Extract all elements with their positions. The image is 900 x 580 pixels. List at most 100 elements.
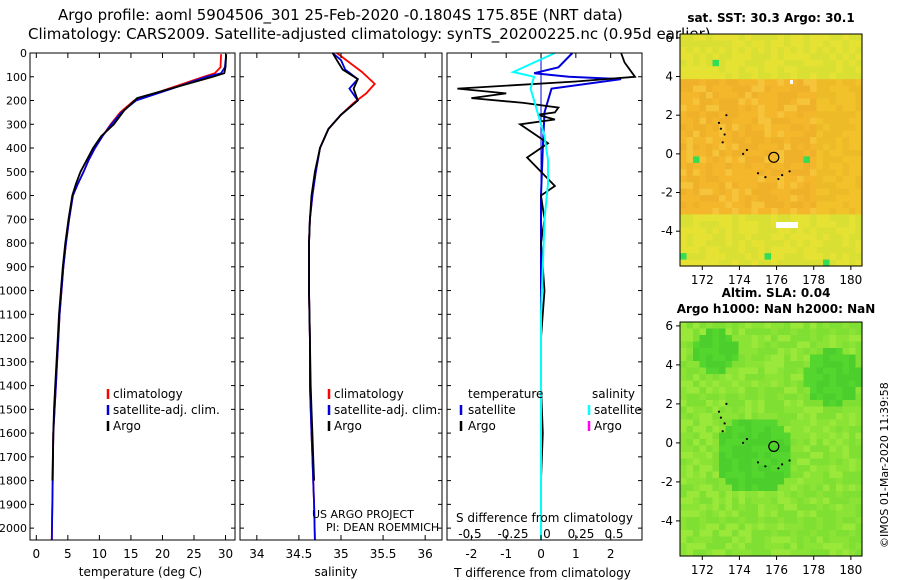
heatmap-cell (771, 348, 779, 356)
heatmap-cell (725, 34, 733, 41)
heatmap-cell (725, 66, 733, 74)
heatmap-cell (829, 150, 837, 157)
heatmap-cell (706, 85, 714, 93)
heatmap-cell (842, 387, 850, 395)
heatmap-cell (777, 393, 785, 401)
island-dot (721, 430, 724, 433)
heatmap-cell (790, 201, 798, 209)
heatmap-cell (816, 195, 824, 203)
heatmap-cell (836, 510, 844, 518)
heatmap-cell (706, 452, 714, 460)
heatmap-cell (790, 341, 798, 349)
heatmap-cell (829, 523, 837, 531)
heatmap-cell (797, 510, 805, 518)
heatmap-cell (784, 322, 792, 330)
heatmap-cell (738, 328, 746, 336)
heatmap-cell (699, 253, 707, 261)
heatmap-cell (699, 510, 707, 518)
heatmap-cell (706, 543, 714, 551)
heatmap-cell (855, 46, 863, 54)
heatmap-cell (771, 53, 779, 61)
heatmap-cell (764, 66, 772, 74)
heatmap-cell (699, 124, 707, 132)
heatmap-cell (842, 137, 850, 145)
heatmap-cell (836, 240, 844, 248)
heatmap-cell (771, 40, 779, 48)
heatmap-cell (823, 208, 831, 215)
heatmap-cell (784, 439, 792, 447)
heatmap-cell (771, 484, 779, 492)
heatmap-cell (738, 162, 746, 170)
heatmap-cell (823, 452, 831, 460)
heatmap-cell (725, 259, 733, 267)
heatmap-cell (777, 259, 785, 267)
heatmap-cell (829, 387, 837, 395)
heatmap-cell (849, 335, 857, 343)
heatmap-cell (732, 322, 740, 330)
heatmap-cell (803, 169, 811, 177)
heatmap-cell (712, 111, 720, 119)
heatmap-cell (842, 53, 850, 61)
depth-axis: 0100200300400500600700800900100011001200… (0, 47, 642, 535)
heatmap-cell (680, 111, 688, 119)
heatmap-cell (745, 98, 753, 106)
heatmap-cell (680, 220, 688, 228)
heatmap-cell (803, 104, 811, 112)
heatmap-cell (836, 156, 844, 164)
heatmap-cell (706, 201, 714, 209)
heatmap-cell (855, 361, 863, 369)
series-line-satellite-adj-clim- (308, 52, 360, 541)
heatmap-cell (823, 130, 831, 138)
heatmap-cell (855, 517, 863, 525)
heatmap-cell (680, 491, 688, 499)
heatmap-cell (810, 341, 818, 349)
heatmap-cell (764, 335, 772, 343)
legend-label: satellite-adj. clim. (334, 403, 441, 417)
heatmap-cell (855, 426, 863, 434)
heatmap-cell (699, 53, 707, 61)
heatmap-cell (699, 536, 707, 544)
heatmap-cell (738, 348, 746, 356)
heatmap-cell (699, 117, 707, 125)
heatmap-cell (751, 124, 759, 132)
heatmap-cell (686, 354, 694, 362)
heatmap-cell (725, 46, 733, 54)
heatmap-cell (816, 465, 824, 473)
heatmap-cell (836, 530, 844, 538)
heatmap-cell (686, 201, 694, 209)
heatmap-cell (706, 117, 714, 125)
heatmap-cell (745, 150, 753, 157)
heatmap-cell (810, 335, 818, 343)
heatmap-cell (810, 439, 818, 447)
heatmap-cell (745, 72, 753, 80)
heatmap-cell (764, 175, 772, 183)
heatmap-cell (771, 335, 779, 343)
heatmap-cell (797, 66, 805, 74)
heatmap-cell (771, 66, 779, 74)
heatmap-cell (725, 137, 733, 145)
heatmap-cell (725, 354, 733, 362)
heatmap-cell (725, 117, 733, 125)
heatmap-cell (823, 34, 831, 41)
heatmap-cell (712, 188, 720, 196)
heatmap-cell (797, 201, 805, 209)
heatmap-cell (738, 393, 746, 401)
heatmap-cell (686, 458, 694, 466)
heatmap-cell (855, 367, 863, 375)
heatmap-cell (810, 484, 818, 492)
heatmap-cell (699, 367, 707, 375)
heatmap-cell (823, 46, 831, 54)
series-line-climatology (50, 54, 222, 541)
heatmap-cell (699, 188, 707, 196)
heatmap-cell (855, 150, 863, 157)
heatmap-cell (712, 85, 720, 93)
heatmap-cell (790, 104, 798, 112)
heatmap-cell (810, 124, 818, 132)
heatmap-cell (855, 208, 863, 215)
heatmap-cell (745, 214, 753, 222)
heatmap-cell (842, 85, 850, 93)
heatmap-cell (758, 214, 766, 222)
heatmap-cell (810, 452, 818, 460)
heatmap-cell (686, 367, 694, 375)
heatmap-cell (816, 162, 824, 170)
